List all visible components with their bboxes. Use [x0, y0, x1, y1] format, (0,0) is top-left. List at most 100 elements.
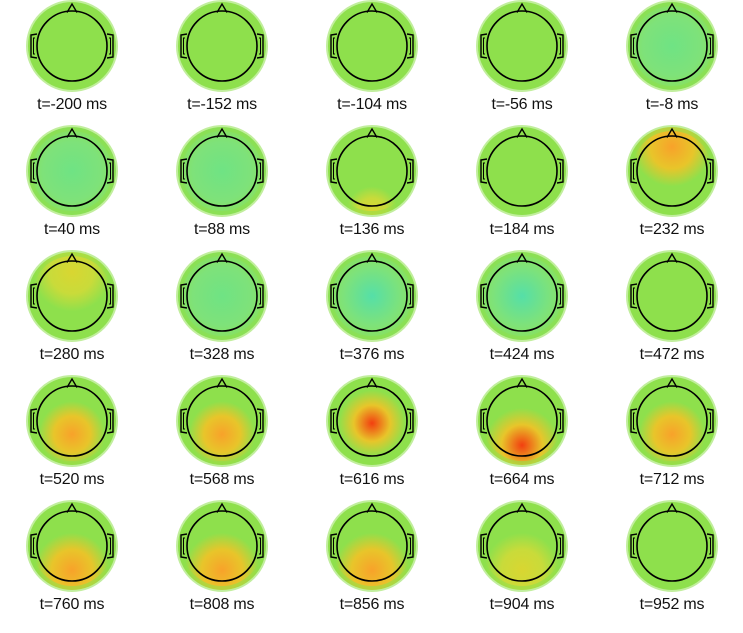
scalp-map: t=328 ms — [147, 250, 297, 375]
head-outline — [36, 510, 108, 582]
time-label: t=136 ms — [339, 221, 405, 238]
left-ear-marker — [330, 408, 338, 434]
scalp-map: t=376 ms — [297, 250, 447, 375]
left-ear-marker — [630, 158, 638, 184]
head-outline — [636, 260, 708, 332]
right-ear-marker — [706, 283, 714, 309]
scalp-map-graphic — [176, 375, 268, 467]
time-label: t=568 ms — [189, 471, 255, 488]
scalp-map: t=232 ms — [597, 125, 743, 250]
potential-field — [178, 377, 266, 465]
left-ear-marker — [330, 533, 338, 559]
nose-marker — [516, 2, 528, 13]
left-ear-marker — [630, 33, 638, 59]
head-outline — [636, 10, 708, 82]
nose-marker — [216, 252, 228, 263]
left-ear-marker — [180, 158, 188, 184]
potential-field — [478, 377, 566, 465]
right-ear-marker — [256, 33, 264, 59]
scalp-map-graphic — [476, 0, 568, 92]
nose-marker — [516, 377, 528, 388]
scalp-map: t=88 ms — [147, 125, 297, 250]
potential-field — [628, 502, 716, 590]
left-ear-marker — [630, 408, 638, 434]
head-outline — [186, 510, 258, 582]
left-ear-marker — [330, 283, 338, 309]
nose-marker — [216, 2, 228, 13]
scalp-map: t=-8 ms — [597, 0, 743, 125]
right-ear-marker — [256, 283, 264, 309]
head-outline — [486, 385, 558, 457]
scalp-map: t=520 ms — [0, 375, 147, 500]
left-ear-marker — [30, 158, 38, 184]
nose-marker — [666, 252, 678, 263]
left-ear-marker — [480, 283, 488, 309]
right-ear-marker — [706, 33, 714, 59]
right-ear-marker — [556, 533, 564, 559]
left-ear-marker — [30, 533, 38, 559]
nose-marker — [366, 252, 378, 263]
time-label: t=952 ms — [639, 596, 705, 613]
potential-field — [28, 502, 116, 590]
scalp-map-graphic — [26, 125, 118, 217]
scalp-map-graphic — [326, 500, 418, 592]
head-outline — [336, 510, 408, 582]
head-outline — [36, 260, 108, 332]
right-ear-marker — [556, 158, 564, 184]
scalp-map-graphic — [626, 375, 718, 467]
nose-marker — [366, 127, 378, 138]
left-ear-marker — [180, 408, 188, 434]
scalp-map-graphic — [326, 125, 418, 217]
scalp-map: t=952 ms — [597, 500, 743, 625]
scalp-map: t=136 ms — [297, 125, 447, 250]
time-label: t=520 ms — [39, 471, 105, 488]
right-ear-marker — [556, 33, 564, 59]
scalp-map-graphic — [26, 250, 118, 342]
right-ear-marker — [256, 158, 264, 184]
scalp-map-graphic — [176, 125, 268, 217]
potential-field — [628, 127, 716, 215]
time-label: t=472 ms — [639, 346, 705, 363]
nose-marker — [666, 377, 678, 388]
nose-marker — [66, 377, 78, 388]
left-ear-marker — [30, 283, 38, 309]
potential-field — [328, 127, 416, 215]
nose-marker — [666, 502, 678, 513]
head-outline — [486, 10, 558, 82]
head-outline — [486, 510, 558, 582]
scalp-map: t=-152 ms — [147, 0, 297, 125]
time-label: t=856 ms — [339, 596, 405, 613]
scalp-map-graphic — [476, 250, 568, 342]
time-label: t=232 ms — [639, 221, 705, 238]
scalp-map: t=-56 ms — [447, 0, 597, 125]
scalp-map: t=-104 ms — [297, 0, 447, 125]
left-ear-marker — [480, 33, 488, 59]
nose-marker — [66, 127, 78, 138]
time-label: t=904 ms — [489, 596, 555, 613]
left-ear-marker — [30, 33, 38, 59]
nose-marker — [666, 2, 678, 13]
time-label: t=40 ms — [44, 221, 100, 238]
nose-marker — [366, 502, 378, 513]
potential-field — [478, 2, 566, 90]
scalp-map-graphic — [476, 125, 568, 217]
head-outline — [186, 260, 258, 332]
scalp-map: t=568 ms — [147, 375, 297, 500]
left-ear-marker — [480, 408, 488, 434]
scalp-map: t=904 ms — [447, 500, 597, 625]
time-label: t=376 ms — [339, 346, 405, 363]
potential-field — [628, 252, 716, 340]
head-outline — [636, 385, 708, 457]
right-ear-marker — [256, 533, 264, 559]
scalp-map-graphic — [176, 0, 268, 92]
scalp-map: t=712 ms — [597, 375, 743, 500]
right-ear-marker — [556, 408, 564, 434]
head-outline — [186, 135, 258, 207]
head-outline — [336, 385, 408, 457]
head-outline — [36, 10, 108, 82]
scalp-map-graphic — [626, 250, 718, 342]
potential-field — [178, 502, 266, 590]
right-ear-marker — [706, 533, 714, 559]
head-outline — [186, 10, 258, 82]
